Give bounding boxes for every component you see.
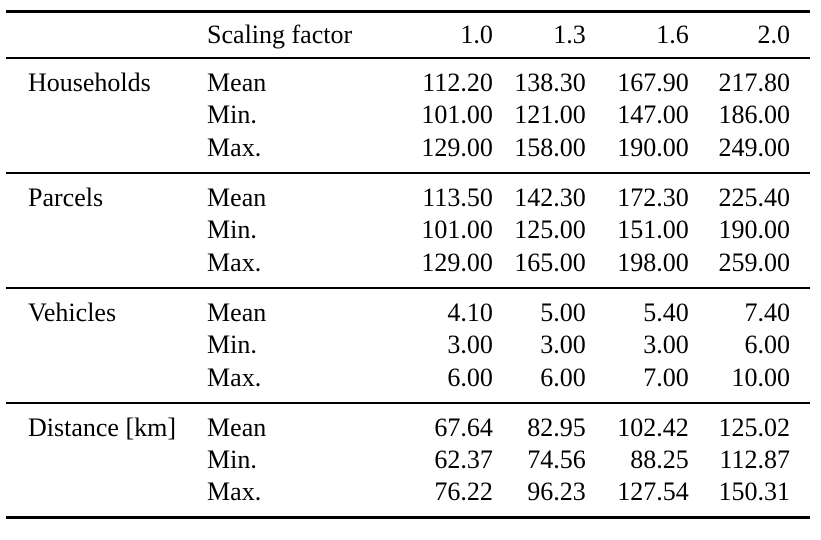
value-cell: 7.40 (744, 297, 791, 327)
value-cell: 5.40 (643, 297, 689, 327)
group-label-empty (6, 99, 207, 132)
group-label-empty (6, 132, 207, 173)
value-cell: 198.00 (617, 247, 689, 277)
value-cell: 225.40 (718, 182, 791, 212)
value-cell: 3.00 (643, 330, 689, 359)
value-cell: 217.80 (718, 67, 791, 97)
value-cell: 4.10 (447, 297, 493, 327)
table-row: Min. 101.00 121.00 147.00 186.00 (6, 99, 810, 132)
value-cell: 142.30 (514, 182, 586, 212)
value-cell: 158.00 (514, 132, 586, 162)
group-label: Households (28, 67, 151, 97)
value-cell: 129.00 (421, 132, 493, 162)
results-table-container: Scaling factor 1.0 1.3 1.6 2.0 Household… (6, 10, 810, 519)
value-cell: 167.90 (617, 67, 689, 97)
stat-label: Mean (207, 67, 267, 97)
table-row: Vehicles Mean 4.10 5.00 5.40 7.40 (6, 288, 810, 329)
value-cell: 113.50 (422, 182, 493, 212)
value-cell: 125.00 (514, 215, 586, 244)
table-row: Households Mean 112.20 138.30 167.90 217… (6, 58, 810, 99)
value-cell: 88.25 (630, 445, 689, 474)
group-label-empty (6, 477, 207, 518)
scaling-factor-results-table: Scaling factor 1.0 1.3 1.6 2.0 Household… (6, 10, 810, 519)
value-cell: 129.00 (421, 247, 493, 277)
stat-label: Max. (207, 362, 262, 392)
group-label: Parcels (28, 182, 104, 212)
table-row: Min. 3.00 3.00 3.00 6.00 (6, 329, 810, 362)
value-cell: 6.00 (447, 362, 493, 392)
value-cell: 165.00 (514, 247, 586, 277)
value-cell: 76.22 (434, 477, 493, 507)
value-cell: 96.23 (527, 477, 586, 507)
header-row: Scaling factor 1.0 1.3 1.6 2.0 (6, 11, 810, 59)
value-cell: 82.95 (527, 412, 586, 442)
value-cell: 259.00 (718, 247, 791, 277)
value-cell: 190.00 (718, 215, 791, 244)
group-label: Vehicles (28, 297, 117, 327)
value-cell: 3.00 (540, 330, 586, 359)
group-label-empty (6, 247, 207, 288)
table-row: Min. 101.00 125.00 151.00 190.00 (6, 214, 810, 247)
value-cell: 10.00 (731, 362, 791, 392)
header-empty-cell (6, 11, 208, 59)
value-cell: 5.00 (540, 297, 586, 327)
stat-label: Mean (207, 182, 267, 212)
value-cell: 3.00 (447, 330, 493, 359)
table-row: Max. 76.22 96.23 127.54 150.31 (6, 477, 810, 518)
stat-label: Min. (207, 445, 257, 474)
group-label-empty (6, 444, 207, 477)
value-cell: 102.42 (617, 412, 689, 442)
value-cell: 112.87 (719, 445, 790, 474)
value-cell: 125.02 (718, 412, 791, 442)
value-cell: 101.00 (421, 215, 493, 244)
value-cell: 172.30 (617, 182, 689, 212)
table-row: Distance [km] Mean 67.64 82.95 102.42 12… (6, 403, 810, 444)
column-header-1-6: 1.6 (585, 11, 689, 59)
value-cell: 147.00 (617, 100, 689, 129)
table-row: Parcels Mean 113.50 142.30 172.30 225.40 (6, 173, 810, 214)
value-cell: 121.00 (514, 100, 586, 129)
value-cell: 6.00 (540, 362, 586, 392)
group-label-empty (6, 329, 207, 362)
value-cell: 67.64 (434, 412, 493, 442)
value-cell: 190.00 (617, 132, 689, 162)
scaling-factor-header: Scaling factor (207, 11, 353, 59)
group-parcels: Parcels Mean 113.50 142.30 172.30 225.40… (6, 172, 810, 288)
group-label: Distance [km] (28, 412, 177, 442)
stat-label: Mean (207, 412, 267, 442)
group-label-empty (6, 214, 207, 247)
value-cell: 62.37 (434, 445, 493, 474)
value-cell: 150.31 (718, 477, 791, 507)
table-header: Scaling factor 1.0 1.3 1.6 2.0 (6, 11, 810, 59)
value-cell: 6.00 (744, 330, 791, 359)
value-cell: 151.00 (617, 215, 689, 244)
value-cell: 74.56 (527, 445, 586, 474)
stat-label: Mean (207, 297, 267, 327)
column-header-2-0: 2.0 (688, 11, 810, 59)
value-cell: 186.00 (718, 100, 791, 129)
value-cell: 127.54 (617, 477, 689, 507)
value-cell: 138.30 (514, 67, 586, 97)
value-cell: 249.00 (718, 132, 791, 162)
group-label-empty (6, 362, 207, 403)
stat-label: Max. (207, 477, 262, 507)
table-row: Max. 129.00 158.00 190.00 249.00 (6, 132, 810, 173)
table-row: Max. 6.00 6.00 7.00 10.00 (6, 362, 810, 403)
stat-label: Min. (207, 100, 257, 129)
value-cell: 7.00 (643, 362, 689, 392)
stat-label: Max. (207, 132, 262, 162)
group-vehicles: Vehicles Mean 4.10 5.00 5.40 7.40 Min. 3… (6, 287, 810, 403)
table-row: Min. 62.37 74.56 88.25 112.87 (6, 444, 810, 477)
value-cell: 101.00 (421, 100, 493, 129)
table-row: Max. 129.00 165.00 198.00 259.00 (6, 247, 810, 288)
group-distance: Distance [km] Mean 67.64 82.95 102.42 12… (6, 402, 810, 518)
column-header-1-3: 1.3 (492, 11, 586, 59)
group-households: Households Mean 112.20 138.30 167.90 217… (6, 57, 810, 173)
value-cell: 112.20 (422, 67, 493, 97)
stat-label: Min. (207, 215, 257, 244)
column-header-1-0: 1.0 (352, 11, 493, 59)
stat-label: Max. (207, 247, 262, 277)
stat-label: Min. (207, 330, 257, 359)
